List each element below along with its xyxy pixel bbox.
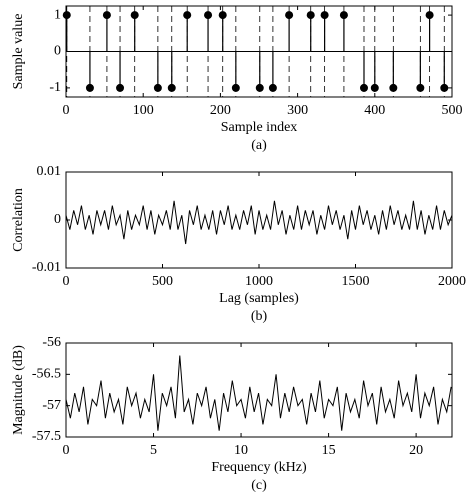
x-tick-label: 0 xyxy=(63,443,70,458)
line xyxy=(65,200,453,245)
y-tick-label: -1 xyxy=(49,80,61,95)
y-axis-label: Sample value xyxy=(11,14,26,90)
x-tick-label: 0 xyxy=(63,103,70,118)
x-tick-label: 100 xyxy=(133,103,154,118)
y-tick-label: -0.01 xyxy=(32,260,61,275)
stem-marker xyxy=(285,11,294,20)
caption: (b) xyxy=(251,309,268,324)
caption: (c) xyxy=(251,478,267,493)
stem-marker xyxy=(440,83,449,92)
stem-marker xyxy=(204,11,213,20)
stem-marker xyxy=(130,11,139,20)
x-axis-label: Frequency (kHz) xyxy=(211,460,307,475)
stem-marker xyxy=(306,11,315,20)
x-tick-label: 10 xyxy=(234,443,248,458)
stem-marker xyxy=(116,83,125,92)
stem-marker xyxy=(102,11,111,20)
stem-marker xyxy=(218,11,227,20)
y-tick-label: -56 xyxy=(42,335,61,350)
axes-frame xyxy=(65,342,453,438)
x-tick-label: 20 xyxy=(409,443,423,458)
x-tick-label: 1000 xyxy=(245,274,273,289)
x-tick-label: 2000 xyxy=(438,274,466,289)
stem-marker xyxy=(389,83,398,92)
stem-marker xyxy=(320,11,329,20)
axes-frame xyxy=(65,171,453,269)
stem-marker xyxy=(85,83,94,92)
stem-marker xyxy=(359,83,368,92)
x-tick-label: 5 xyxy=(150,443,157,458)
x-tick-label: 200 xyxy=(210,103,231,118)
x-axis-label: Lag (samples) xyxy=(219,291,299,306)
y-tick-label: -56.5 xyxy=(32,367,61,382)
x-tick-label: 500 xyxy=(152,274,173,289)
stem-marker xyxy=(153,83,162,92)
stem-marker xyxy=(416,83,425,92)
y-tick-label: -57 xyxy=(42,398,61,413)
stem-marker xyxy=(370,83,379,92)
y-tick-label: 0 xyxy=(54,44,61,59)
stem-marker xyxy=(339,11,348,20)
x-tick-label: 0 xyxy=(63,274,70,289)
stem-marker xyxy=(62,11,71,20)
y-tick-label: -57.5 xyxy=(32,429,61,444)
stem-marker xyxy=(268,83,277,92)
line xyxy=(65,355,452,431)
y-axis-label: Correlation xyxy=(11,188,26,252)
stem-marker xyxy=(255,83,264,92)
y-tick-label: 0 xyxy=(54,212,61,227)
x-tick-label: 400 xyxy=(364,103,385,118)
y-axis-label: Magnitude (dB) xyxy=(11,345,26,435)
axes-frame xyxy=(65,5,453,98)
x-tick-label: 300 xyxy=(287,103,308,118)
stem-marker xyxy=(231,83,240,92)
y-tick-label: 1 xyxy=(54,7,61,22)
x-tick-label: 15 xyxy=(322,443,336,458)
x-tick-label: 500 xyxy=(442,103,463,118)
x-axis-label: Sample index xyxy=(221,120,298,135)
stem-marker xyxy=(183,11,192,20)
caption: (a) xyxy=(251,138,267,153)
stem-marker xyxy=(425,11,434,20)
x-tick-label: 1500 xyxy=(342,274,370,289)
y-tick-label: 0.01 xyxy=(37,164,62,179)
stem-marker xyxy=(167,83,176,92)
